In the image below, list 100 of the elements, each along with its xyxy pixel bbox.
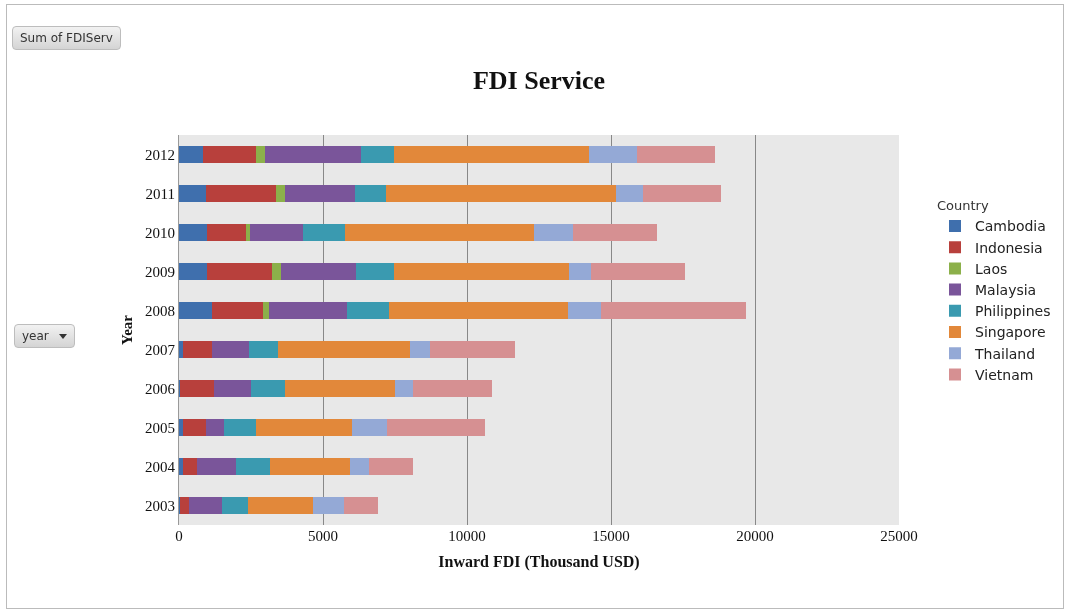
legend-label: Thailand [974,345,1036,362]
bar [270,457,350,476]
bar [197,457,237,476]
bar [410,340,431,359]
bar [189,496,223,515]
bar [214,379,251,398]
bar [277,340,411,359]
bar [590,262,686,281]
bar [272,262,281,281]
bar [394,262,569,281]
bar [179,496,190,515]
bar [352,418,387,437]
bar [179,340,183,359]
bar [386,184,616,203]
x-tick-label: 0 [175,528,183,544]
bar [276,184,285,203]
bar [349,457,370,476]
y-tick-label: 2011 [145,185,175,202]
y-axis-title: Year [119,314,136,345]
bar [347,301,389,320]
y-tick-label: 2003 [145,497,175,514]
bar [251,379,286,398]
x-axis-title: Inward FDI (Thousand USD) [438,552,640,571]
bar [285,379,396,398]
bar [589,145,637,164]
bar [183,457,198,476]
text: Sum of FDIServ [20,31,113,45]
bar [246,223,251,242]
bar [248,340,278,359]
bar [572,223,658,242]
bar [360,145,394,164]
bar [183,418,207,437]
legend-label: Laos [975,260,1008,277]
bar [284,184,355,203]
bar [601,301,747,320]
y-tick-label: 2005 [145,419,175,436]
bar [312,496,344,515]
bar [250,223,304,242]
bar [205,184,277,203]
bar [256,145,266,164]
legend-title: Country [937,198,989,214]
bar [179,262,208,281]
y-tick-label: 2008 [145,302,175,319]
y-tick-label: 2006 [145,380,176,397]
text: year [22,329,49,343]
bar [222,496,248,515]
bar [236,457,271,476]
bar [393,145,590,164]
bar [642,184,722,203]
bar [369,457,414,476]
bar [212,340,249,359]
legend-label: Philippines [975,303,1051,320]
x-tick-label: 15000 [592,528,630,544]
bar [207,223,247,242]
x-tick-label: 10000 [448,528,486,544]
bar [179,145,203,164]
bar [303,223,345,242]
chart-title: FDI Service [472,65,606,95]
y-tick-label: 2012 [145,146,175,163]
y-tick-label: 2007 [145,341,176,358]
legend-label: Vietnam [975,366,1034,383]
bar [247,496,313,515]
bar [265,145,361,164]
bar [202,145,257,164]
bar [344,223,534,242]
bar [269,301,348,320]
bar [395,379,413,398]
bar [386,418,486,437]
bar [179,379,215,398]
legend-label: Cambodia [975,218,1046,235]
bar [533,223,573,242]
x-tick-label: 25000 [880,528,918,544]
bar [388,301,568,320]
bar [430,340,516,359]
legend-label: Singapore [975,324,1046,341]
bar [179,184,206,203]
bar [412,379,493,398]
bar [636,145,715,164]
bar [615,184,643,203]
bar [343,496,379,515]
bar [179,301,213,320]
legend-label: Malaysia [975,282,1037,299]
bar [355,262,395,281]
y-tick-label: 2009 [145,263,175,280]
bar [354,184,387,203]
bar [224,418,256,437]
bar [207,262,273,281]
bar [179,223,208,242]
x-tick-label: 5000 [308,528,338,544]
bar [182,340,213,359]
bar [567,301,602,320]
bar [212,301,263,320]
bar [255,418,353,437]
legend-label: Indonesia [975,239,1043,256]
y-tick-label: 2010 [145,224,175,241]
bar [206,418,225,437]
bar [568,262,591,281]
x-tick-label: 20000 [736,528,774,544]
y-tick-label: 2004 [145,458,176,475]
bar [280,262,356,281]
